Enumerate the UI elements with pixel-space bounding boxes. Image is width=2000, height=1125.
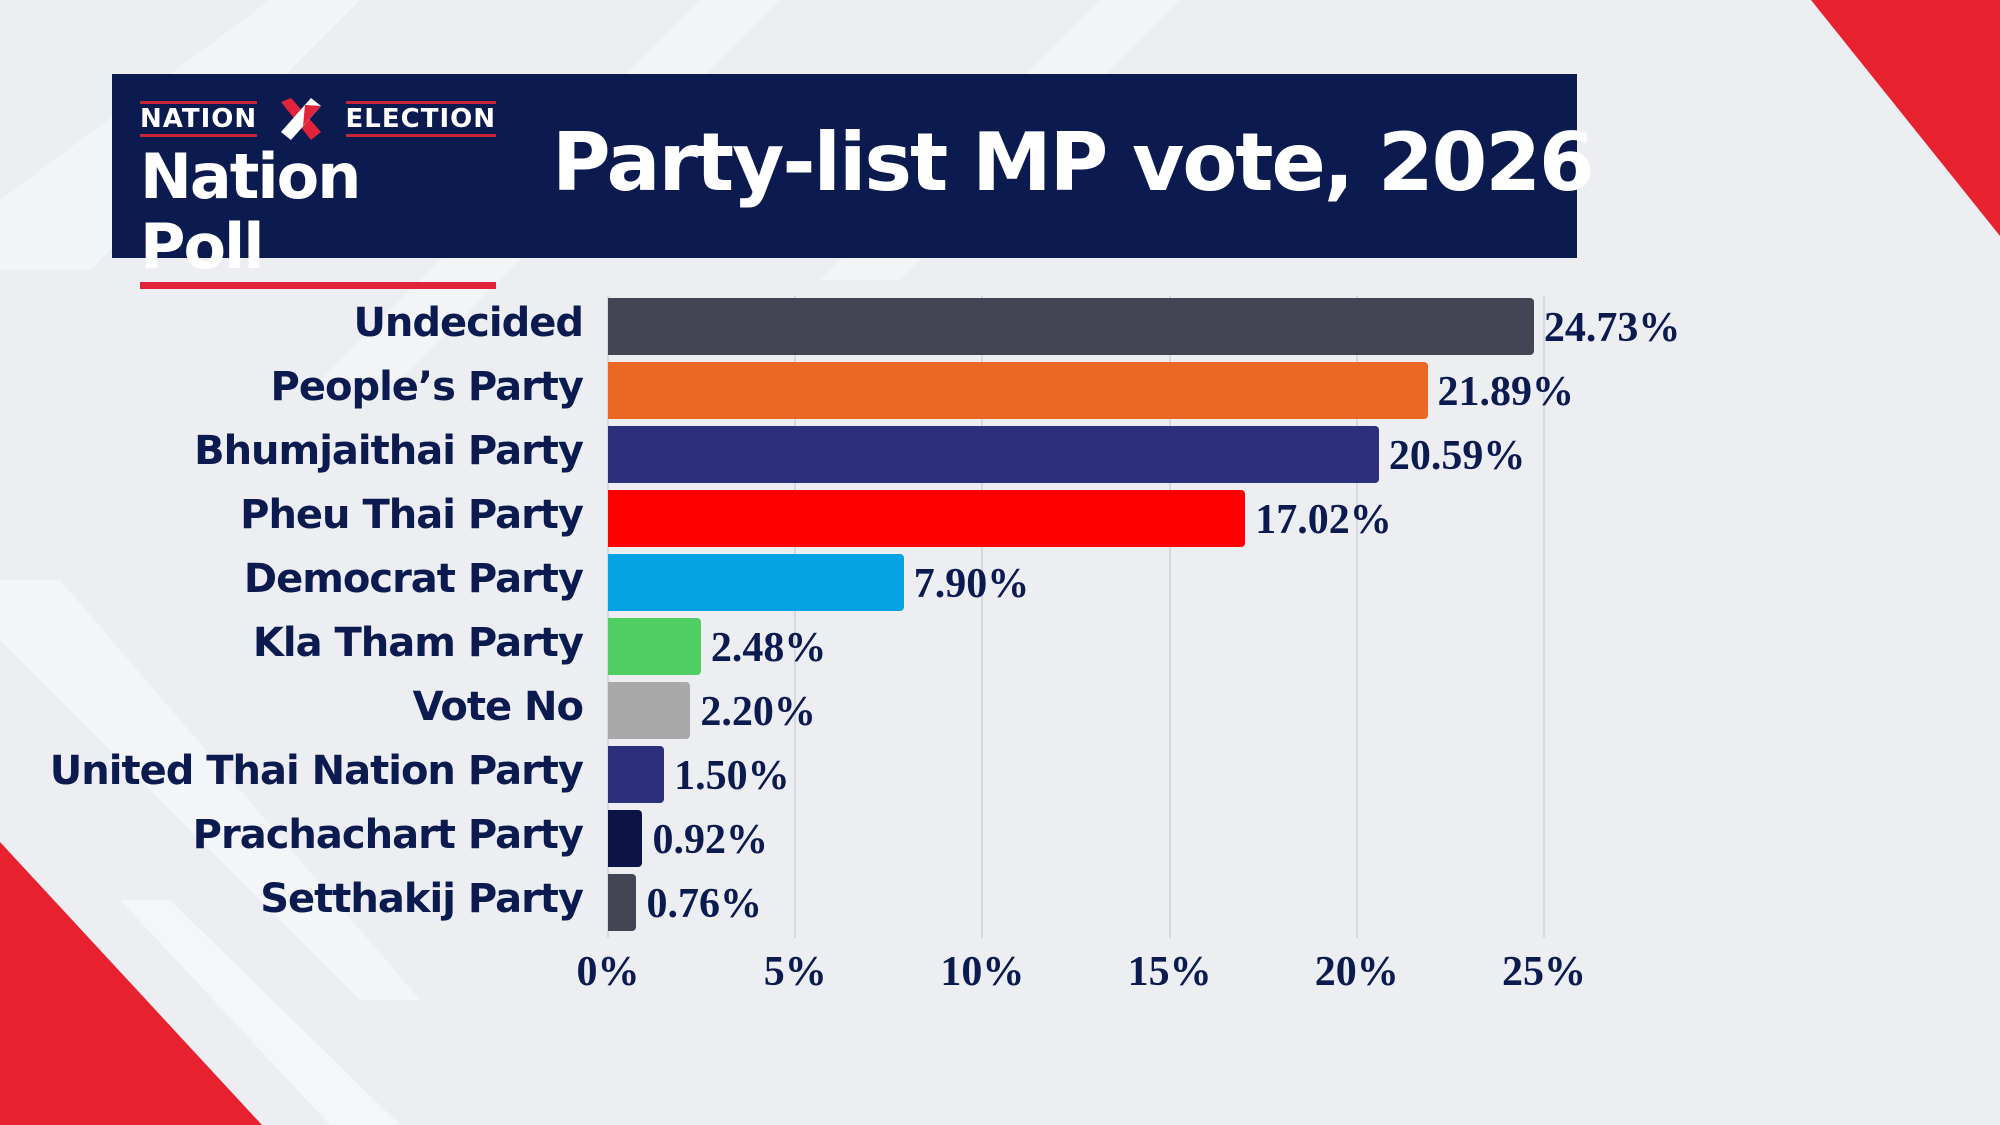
x-tick-label: 15% (1127, 949, 1212, 995)
category-label: Bhumjaithai Party (194, 428, 584, 474)
gridline (607, 296, 609, 938)
chart-title: Party-list MP vote, 2026 (552, 116, 1595, 209)
category-label: Pheu Thai Party (240, 492, 584, 538)
category-label: People’s Party (270, 364, 584, 410)
data-label: 0.92% (652, 817, 768, 863)
gridline (1543, 296, 1545, 938)
bar (608, 618, 701, 675)
bar (608, 490, 1246, 547)
gridline (1355, 296, 1358, 938)
x-mark-icon (281, 98, 322, 140)
bar (608, 362, 1428, 419)
bar (608, 554, 904, 611)
bar (608, 298, 1534, 355)
data-label: 0.76% (646, 881, 762, 927)
red-corner-bottom-left (0, 842, 262, 1125)
data-label: 7.90% (913, 561, 1030, 607)
logo-main-text: Nation Poll (140, 142, 496, 289)
logo-election-text: ELECTION (345, 101, 496, 137)
data-label: 17.02% (1255, 497, 1392, 543)
x-tick-label: 0% (576, 949, 640, 995)
bar (608, 746, 665, 803)
data-label: 20.59% (1388, 433, 1526, 479)
x-tick-label: 10% (940, 949, 1025, 995)
logo-nation-text: NATION (140, 101, 258, 137)
category-label: Vote No (412, 684, 584, 730)
bar (608, 874, 637, 931)
bar (608, 682, 691, 739)
x-tick-label: 5% (763, 949, 827, 995)
x-tick-label: 20% (1314, 949, 1399, 995)
gridline (1168, 296, 1171, 938)
bar (608, 810, 643, 867)
data-label: 2.48% (710, 625, 827, 671)
data-label: 1.50% (674, 753, 790, 799)
data-label: 21.89% (1437, 369, 1575, 415)
gridline (794, 296, 797, 938)
gridline (981, 296, 984, 938)
category-label: Democrat Party (243, 556, 584, 602)
nation-poll-logo: NATION ELECTION Nation Poll (140, 98, 496, 289)
category-label: Kla Tham Party (252, 620, 584, 666)
category-label: Undecided (353, 300, 584, 346)
data-label: 2.20% (700, 689, 816, 735)
x-tick-label: 25% (1502, 949, 1586, 995)
header-banner: NATION ELECTION Nation Poll Party-list M… (112, 74, 1595, 289)
category-label: United Thai Nation Party (49, 748, 584, 794)
category-label: Setthakij Party (260, 876, 584, 922)
data-label: 24.73% (1543, 305, 1681, 351)
category-label: Prachachart Party (192, 812, 584, 858)
bar (608, 426, 1379, 483)
red-corner-top-right (1811, 0, 2000, 236)
